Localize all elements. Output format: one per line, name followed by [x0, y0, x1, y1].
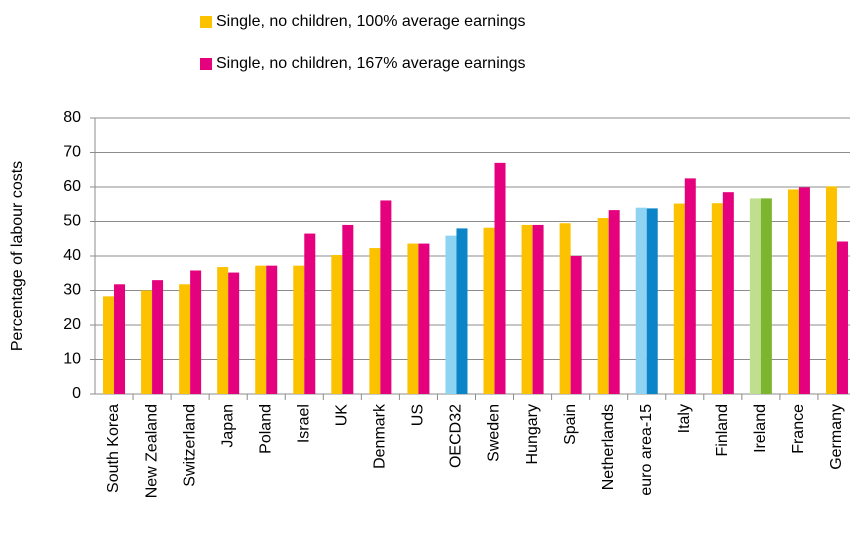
y-tick-label: 10 — [63, 351, 81, 368]
y-tick-label: 50 — [63, 213, 81, 230]
y-tick-label: 0 — [72, 385, 81, 402]
x-tick-label: UK — [334, 404, 351, 427]
x-tick-label: Switzerland — [181, 404, 198, 487]
x-tick-label: Italy — [676, 404, 693, 433]
bar — [483, 227, 495, 394]
bar — [266, 265, 278, 394]
bar — [407, 243, 419, 394]
bar — [190, 270, 202, 394]
x-tick-label: South Korea — [105, 404, 122, 493]
x-tick-label: euro area-15 — [638, 404, 655, 496]
y-tick-label: 80 — [63, 109, 81, 126]
bar — [532, 224, 544, 394]
legend-swatch — [200, 16, 212, 28]
bar — [342, 224, 354, 394]
x-tick-label: Sweden — [486, 404, 503, 462]
bar — [152, 280, 164, 394]
legend-swatch — [200, 58, 212, 70]
y-tick-label: 20 — [63, 316, 81, 333]
bar — [255, 265, 267, 394]
x-tick-label: Finland — [714, 404, 731, 456]
y-tick-label: 70 — [63, 144, 81, 161]
x-tick-label: Japan — [219, 404, 236, 448]
bar — [825, 186, 837, 394]
y-axis-label: Percentage of labour costs — [9, 161, 26, 351]
x-tick-label: Germany — [828, 404, 845, 470]
bar — [494, 162, 506, 394]
bar — [646, 208, 658, 394]
bar — [228, 272, 240, 394]
bar — [836, 241, 848, 394]
x-tick-label: OECD32 — [448, 404, 465, 468]
bar — [570, 256, 582, 394]
legend-label: Single, no children, 100% average earnin… — [216, 13, 526, 30]
bar — [673, 203, 685, 394]
bar — [293, 265, 305, 394]
legend-label: Single, no children, 167% average earnin… — [216, 55, 526, 72]
x-tick-label: France — [790, 404, 807, 454]
bar — [635, 207, 647, 394]
x-tick-label: Denmark — [372, 403, 389, 469]
x-tick-label: US — [410, 404, 427, 426]
bar — [217, 267, 229, 394]
y-tick-label: 30 — [63, 282, 81, 299]
y-tick-label: 40 — [63, 247, 81, 264]
bar — [608, 210, 620, 394]
bar — [711, 203, 723, 394]
bar — [418, 243, 430, 394]
bar — [456, 228, 468, 394]
y-tick-label: 60 — [63, 178, 81, 195]
bar — [304, 233, 316, 394]
bar — [103, 296, 115, 394]
bar — [684, 178, 696, 394]
bar — [114, 284, 126, 394]
bar — [597, 218, 609, 394]
bar — [760, 198, 772, 394]
bar — [749, 198, 761, 394]
x-tick-label: Hungary — [524, 404, 541, 464]
bar — [331, 254, 343, 394]
bar — [722, 192, 734, 394]
x-tick-label: Israel — [295, 404, 312, 443]
bar — [179, 284, 191, 394]
x-tick-label: New Zealand — [143, 404, 160, 498]
bar — [798, 187, 810, 394]
x-tick-label: Spain — [562, 404, 579, 445]
bar — [559, 223, 571, 394]
x-tick-label: Ireland — [752, 404, 769, 453]
bar — [787, 189, 799, 394]
bar — [369, 248, 381, 394]
bar — [141, 290, 153, 394]
bar — [521, 224, 533, 394]
x-tick-label: Poland — [257, 404, 274, 454]
x-tick-label: Netherlands — [600, 404, 617, 490]
bar — [445, 235, 457, 394]
bar — [380, 200, 392, 394]
